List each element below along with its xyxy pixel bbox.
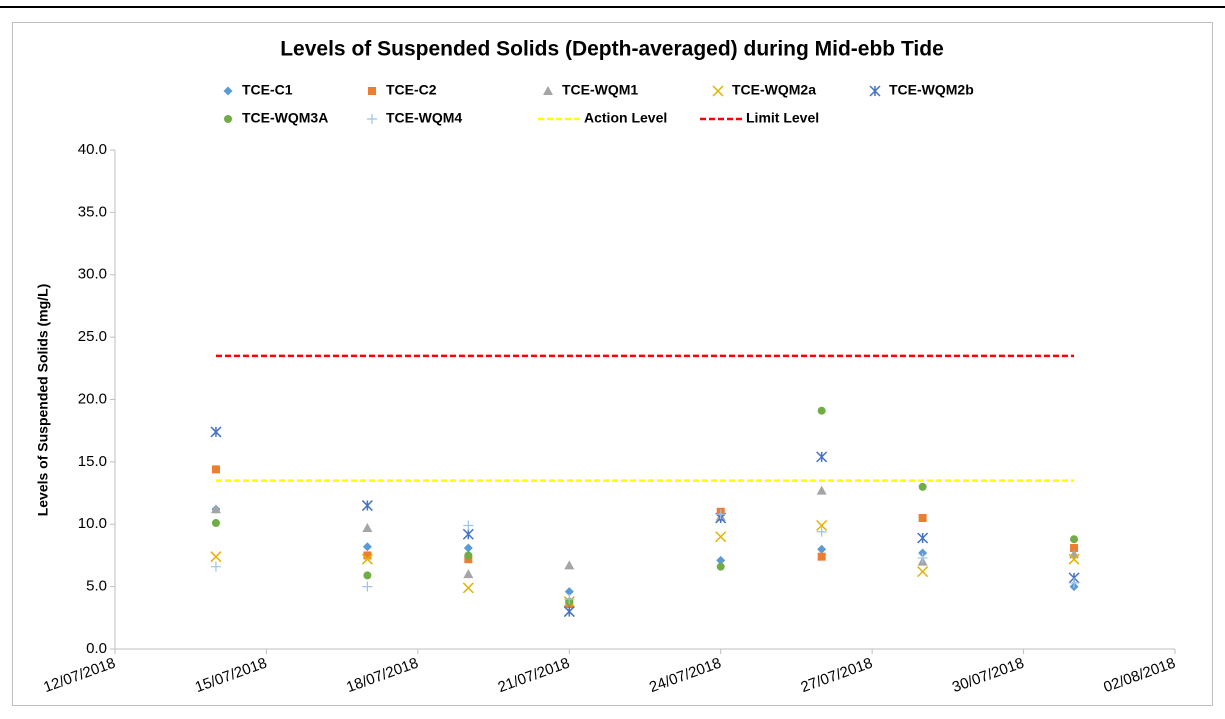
marker	[817, 544, 827, 554]
legend-label: TCE-C1	[242, 82, 293, 98]
legend-label: TCE-WQM1	[562, 82, 638, 98]
marker	[918, 482, 927, 491]
legend-label: Limit Level	[746, 110, 819, 126]
marker	[917, 552, 928, 563]
marker	[362, 542, 372, 552]
marker	[564, 560, 575, 570]
marker	[816, 526, 827, 537]
marker	[210, 561, 221, 572]
legend-label: TCE-WQM4	[386, 110, 462, 126]
marker	[564, 594, 575, 605]
marker	[563, 606, 575, 618]
y-tick-label: 40.0	[78, 141, 107, 158]
marker	[816, 485, 827, 495]
marker	[363, 551, 372, 560]
legend-item: TCE-WQM4	[367, 110, 462, 126]
marker	[211, 465, 220, 474]
marker	[361, 500, 373, 512]
marker	[210, 504, 221, 514]
chart-title: Levels of Suspended Solids (Depth-averag…	[280, 38, 944, 61]
marker	[210, 426, 222, 438]
marker	[1068, 553, 1080, 565]
marker	[712, 85, 724, 97]
marker	[1070, 535, 1079, 544]
marker	[224, 115, 232, 123]
y-tick-label: 30.0	[78, 266, 107, 283]
marker	[362, 522, 373, 532]
marker	[716, 555, 726, 565]
marker	[463, 569, 474, 579]
marker	[368, 87, 376, 95]
marker	[211, 519, 220, 528]
chart-frame	[12, 22, 1213, 706]
marker	[210, 551, 222, 563]
legend-item: TCE-WQM1	[543, 82, 638, 98]
marker	[362, 581, 373, 592]
marker	[816, 451, 828, 463]
y-tick-label: 25.0	[78, 328, 107, 345]
marker	[715, 509, 726, 520]
legend-item: TCE-WQM2a	[712, 82, 816, 98]
legend-label: TCE-WQM2b	[889, 82, 974, 98]
legend-item: TCE-WQM3A	[224, 110, 328, 126]
marker	[869, 85, 881, 97]
marker	[918, 514, 927, 523]
marker	[564, 587, 574, 597]
marker	[367, 114, 377, 124]
marker	[543, 86, 553, 95]
legend-label: Action Level	[584, 110, 667, 126]
marker	[462, 528, 474, 540]
legend-item: Action Level	[538, 110, 667, 126]
marker	[463, 520, 474, 531]
marker	[464, 551, 473, 560]
marker	[223, 86, 233, 96]
y-tick-label: 35.0	[78, 203, 107, 220]
legend-item: TCE-C1	[223, 82, 293, 98]
marker	[1070, 543, 1079, 552]
y-tick-label: 0.0	[86, 640, 107, 657]
marker	[363, 571, 372, 580]
legend-item: TCE-C2	[368, 82, 437, 98]
legend-label: TCE-WQM2a	[732, 82, 816, 98]
y-tick-label: 20.0	[78, 390, 107, 407]
legend-item: TCE-WQM2b	[869, 82, 974, 98]
marker	[463, 543, 473, 553]
marker	[1069, 577, 1080, 588]
marker	[716, 562, 725, 571]
marker	[361, 553, 373, 565]
marker	[715, 531, 727, 543]
legend-item: Limit Level	[700, 110, 819, 126]
marker	[816, 519, 828, 532]
marker	[917, 532, 929, 544]
legend-label: TCE-WQM3A	[242, 110, 328, 126]
marker	[817, 552, 826, 561]
marker	[462, 582, 474, 594]
y-tick-label: 5.0	[86, 578, 107, 595]
y-tick-label: 15.0	[78, 453, 107, 470]
marker	[817, 406, 826, 415]
legend-label: TCE-C2	[386, 82, 437, 98]
y-tick-label: 10.0	[78, 515, 107, 532]
y-axis-label: Levels of Suspended Solids (mg/L)	[35, 284, 51, 517]
marker	[917, 566, 929, 578]
